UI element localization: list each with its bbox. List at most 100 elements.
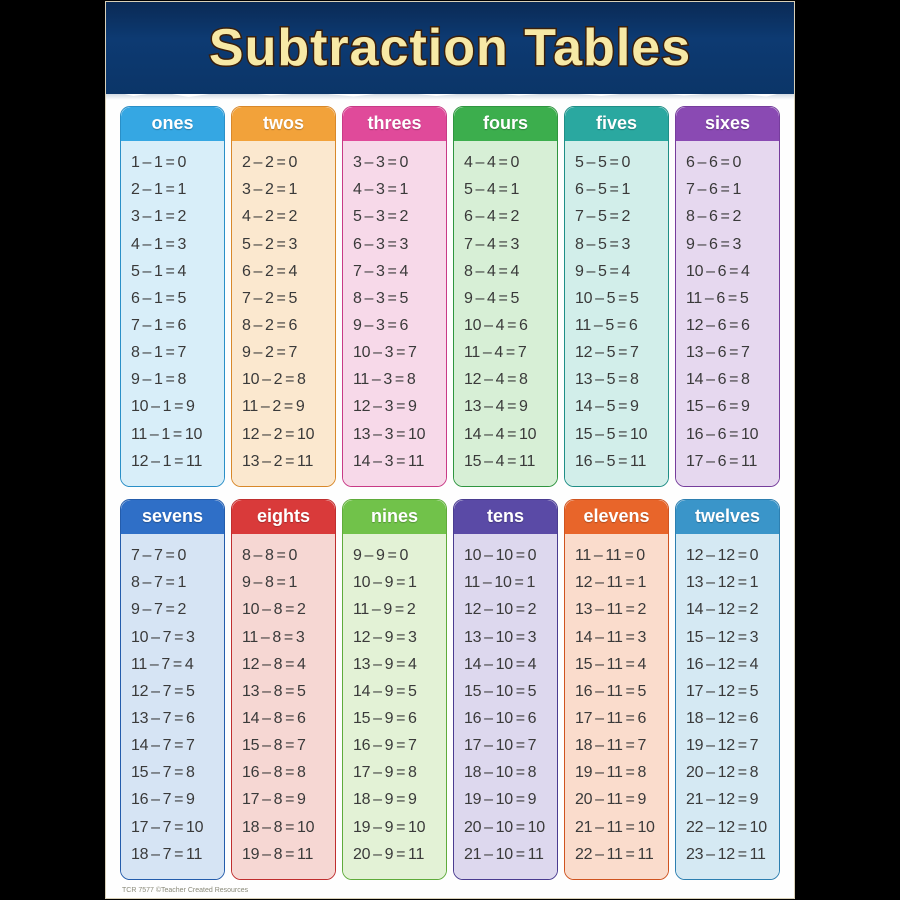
table-row: 16 – 11 = 5 (571, 683, 662, 701)
table-row: 5 – 5 = 0 (571, 154, 662, 172)
table-row: 16 – 8 = 8 (238, 764, 329, 782)
table-row: 12 – 10 = 2 (460, 601, 551, 619)
table-row: 16 – 5 = 11 (571, 453, 662, 471)
table-row: 20 – 9 = 11 (349, 846, 440, 864)
table-row: 12 – 5 = 7 (571, 344, 662, 362)
table-header-sixes: sixes (676, 107, 779, 141)
table-row: 12 – 6 = 6 (682, 317, 773, 335)
table-row: 20 – 11 = 9 (571, 791, 662, 809)
table-row: 18 – 12 = 6 (682, 710, 773, 728)
table-header-twos: twos (232, 107, 335, 141)
table-header-eights: eights (232, 500, 335, 534)
table-body-tens: 10 – 10 = 011 – 10 = 112 – 10 = 213 – 10… (454, 534, 557, 879)
table-row: 13 – 7 = 6 (127, 710, 218, 728)
table-row: 11 – 6 = 5 (682, 290, 773, 308)
table-row: 3 – 2 = 1 (238, 181, 329, 199)
table-row: 22 – 11 = 11 (571, 846, 662, 864)
table-row: 6 – 1 = 5 (127, 290, 218, 308)
table-row: 8 – 5 = 3 (571, 236, 662, 254)
table-row: 17 – 7 = 10 (127, 819, 218, 837)
table-nines: nines 9 – 9 = 0 10 – 9 = 1 11 – 9 = 2 12 – 9… (342, 499, 447, 880)
table-body-elevens: 11 – 11 = 012 – 11 = 113 – 11 = 214 – 11… (565, 534, 668, 879)
table-row: 18 – 9 = 9 (349, 791, 440, 809)
table-row: 6 – 6 = 0 (682, 154, 773, 172)
table-row: 13 – 8 = 5 (238, 683, 329, 701)
table-row: 14 – 3 = 11 (349, 453, 440, 471)
table-row: 11 – 9 = 2 (349, 601, 440, 619)
table-row: 17 – 10 = 7 (460, 737, 551, 755)
table-row: 12 – 8 = 4 (238, 656, 329, 674)
table-threes: threes3 – 3 = 04 – 3 = 15 – 3 = 26 – 3 =… (342, 106, 447, 487)
table-row: 8 – 1 = 7 (127, 344, 218, 362)
table-row: 3 – 1 = 2 (127, 208, 218, 226)
table-row: 11 – 8 = 3 (238, 629, 329, 647)
table-row: 16 – 6 = 10 (682, 426, 773, 444)
table-row: 14 – 11 = 3 (571, 629, 662, 647)
table-twos: twos2 – 2 = 03 – 2 = 14 – 2 = 25 – 2 = 3… (231, 106, 336, 487)
table-row: 4 – 2 = 2 (238, 208, 329, 226)
table-row: 8 – 4 = 4 (460, 263, 551, 281)
table-row: 11 – 4 = 7 (460, 344, 551, 362)
table-row: 12 – 9 = 3 (349, 629, 440, 647)
table-row: 12 – 1 = 11 (127, 453, 218, 471)
table-twelves: twelves12 – 12 = 013 – 12 = 114 – 12 = 2… (675, 499, 780, 880)
table-row: 10 – 10 = 0 (460, 547, 551, 565)
table-row: 13 – 2 = 11 (238, 453, 329, 471)
table-row: 9 – 8 = 1 (238, 574, 329, 592)
table-row: 11 – 11 = 0 (571, 547, 662, 565)
table-row: 20 – 10 = 10 (460, 819, 551, 837)
table-row: 17 – 12 = 5 (682, 683, 773, 701)
table-ones: ones1 – 1 = 02 – 1 = 13 – 1 = 24 – 1 = 3… (120, 106, 225, 487)
table-row: 9 – 5 = 4 (571, 263, 662, 281)
table-elevens: elevens11 – 11 = 012 – 11 = 113 – 11 = 2… (564, 499, 669, 880)
table-row: 14 – 9 = 5 (349, 683, 440, 701)
table-row: 7 – 1 = 6 (127, 317, 218, 335)
table-row: 4 – 4 = 0 (460, 154, 551, 172)
table-row: 12 – 3 = 9 (349, 398, 440, 416)
table-row: 8 – 8 = 0 (238, 547, 329, 565)
table-row: 9 – 9 = 0 (349, 547, 440, 565)
table-row: 5 – 1 = 4 (127, 263, 218, 281)
table-row: 14 – 4 = 10 (460, 426, 551, 444)
table-row: 15 – 8 = 7 (238, 737, 329, 755)
table-row: 14 – 8 = 6 (238, 710, 329, 728)
table-row: 10 – 6 = 4 (682, 263, 773, 281)
table-row: 15 – 9 = 6 (349, 710, 440, 728)
table-fours: fours4 – 4 = 05 – 4 = 16 – 4 = 27 – 4 = … (453, 106, 558, 487)
table-header-nines: nines (343, 500, 446, 534)
table-row: 13 – 6 = 7 (682, 344, 773, 362)
table-header-elevens: elevens (565, 500, 668, 534)
table-row: 9 – 4 = 5 (460, 290, 551, 308)
table-row: 18 – 8 = 10 (238, 819, 329, 837)
table-body-fours: 4 – 4 = 05 – 4 = 16 – 4 = 27 – 4 = 38 – … (454, 141, 557, 486)
table-row: 8 – 3 = 5 (349, 290, 440, 308)
table-row: 5 – 4 = 1 (460, 181, 551, 199)
table-body-threes: 3 – 3 = 04 – 3 = 15 – 3 = 26 – 3 = 37 – … (343, 141, 446, 486)
table-row: 13 – 5 = 8 (571, 371, 662, 389)
table-row: 7 – 7 = 0 (127, 547, 218, 565)
table-row: 2 – 1 = 1 (127, 181, 218, 199)
table-header-fours: fours (454, 107, 557, 141)
table-header-ones: ones (121, 107, 224, 141)
table-row: 16 – 9 = 7 (349, 737, 440, 755)
table-row: 12 – 12 = 0 (682, 547, 773, 565)
table-row: 8 – 6 = 2 (682, 208, 773, 226)
table-row: 10 – 9 = 1 (349, 574, 440, 592)
table-row: 19 – 11 = 8 (571, 764, 662, 782)
table-row: 21 – 11 = 10 (571, 819, 662, 837)
table-row: 21 – 10 = 11 (460, 846, 551, 864)
poster: Subtraction Tables ones1 – 1 = 02 – 1 = … (105, 1, 795, 899)
table-eights: eights8 – 8 = 09 – 8 = 110 – 8 = 211 – 8… (231, 499, 336, 880)
table-row: 13 – 3 = 10 (349, 426, 440, 444)
table-row: 17 – 8 = 9 (238, 791, 329, 809)
table-row: 10 – 5 = 5 (571, 290, 662, 308)
table-row: 18 – 10 = 8 (460, 764, 551, 782)
table-row: 10 – 4 = 6 (460, 317, 551, 335)
table-row: 11 – 10 = 1 (460, 574, 551, 592)
table-row: 14 – 7 = 7 (127, 737, 218, 755)
footer-credit: TCR 7577 ©Teacher Created Resources (122, 887, 248, 894)
table-fives: fives5 – 5 = 06 – 5 = 17 – 5 = 28 – 5 = … (564, 106, 669, 487)
table-sevens: sevens7 – 7 = 08 – 7 = 19 – 7 = 210 – 7 … (120, 499, 225, 880)
table-row: 7 – 2 = 5 (238, 290, 329, 308)
table-row: 11 – 2 = 9 (238, 398, 329, 416)
